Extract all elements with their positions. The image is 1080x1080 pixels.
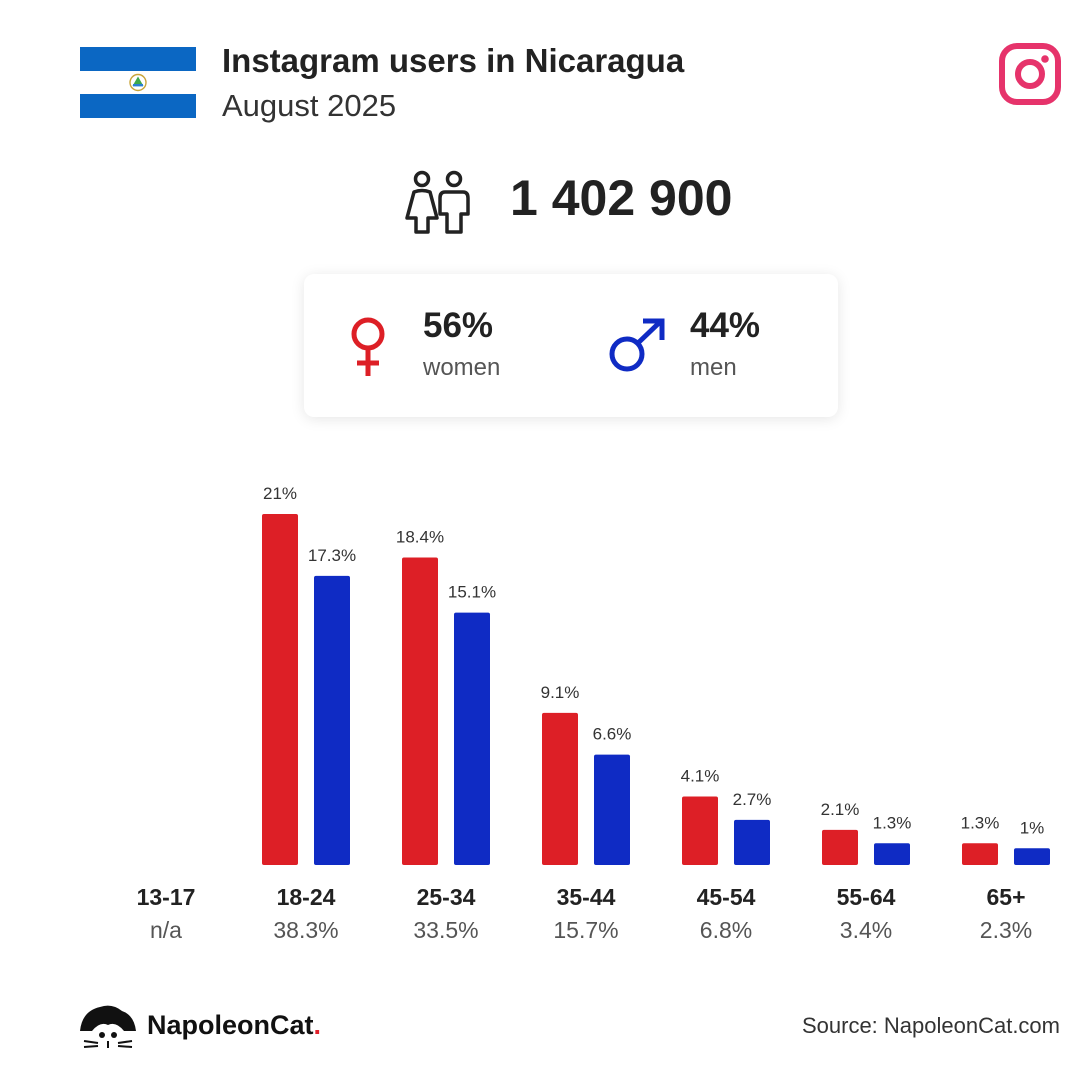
bar-women-25-34 bbox=[402, 557, 438, 865]
category-label: 65+ bbox=[986, 884, 1026, 910]
category-label: 25-34 bbox=[416, 884, 476, 910]
brand-dot: . bbox=[313, 1010, 322, 1040]
instagram-icon bbox=[999, 43, 1061, 105]
bar-value-label: 2.1% bbox=[821, 800, 860, 819]
category-share-label: 38.3% bbox=[273, 917, 339, 943]
age-gender-bar-chart: 21% 17.3% 18.4% 15.1% 9.1% 6.6% 4.1% 2.7% 2.1% 1.… bbox=[262, 484, 1050, 865]
category-share-label: 3.4% bbox=[839, 917, 893, 943]
bar-value-label: 1.3% bbox=[961, 813, 1000, 832]
bar-value-label: 2.7% bbox=[733, 790, 772, 809]
men-percentage: 44% bbox=[690, 306, 761, 345]
category-share-label: n/a bbox=[150, 917, 182, 943]
bar-value-label: 18.4% bbox=[396, 527, 444, 546]
nicaragua-flag-icon bbox=[80, 47, 196, 118]
brand-text: NapoleonCat bbox=[147, 1010, 314, 1040]
bar-women-65+ bbox=[962, 843, 998, 865]
bar-value-label: 21% bbox=[263, 484, 297, 503]
page-title: Instagram users in Nicaragua bbox=[222, 42, 685, 79]
category-share-label: 2.3% bbox=[979, 917, 1033, 943]
male-symbol-icon bbox=[609, 318, 665, 372]
bar-men-55-64 bbox=[874, 843, 910, 865]
bar-men-18-24 bbox=[314, 575, 350, 865]
gender-split-card: 56% women 44% men bbox=[304, 274, 838, 417]
category-share-label: 33.5% bbox=[413, 917, 479, 943]
category-label: 13-17 bbox=[136, 884, 196, 910]
women-label: women bbox=[423, 354, 501, 381]
bar-value-label: 1% bbox=[1020, 818, 1045, 837]
category-label: 45-54 bbox=[696, 884, 756, 910]
bar-men-45-54 bbox=[734, 819, 770, 865]
bar-value-label: 15.1% bbox=[448, 583, 496, 602]
brand-name: NapoleonCat. bbox=[147, 1010, 321, 1041]
bar-women-18-24 bbox=[262, 514, 298, 865]
category-share-label: 6.8% bbox=[699, 917, 753, 943]
page-subtitle: August 2025 bbox=[222, 88, 397, 123]
bar-men-35-44 bbox=[594, 754, 630, 865]
bar-value-label: 6.6% bbox=[593, 725, 632, 744]
female-symbol-icon bbox=[351, 317, 385, 376]
bar-women-55-64 bbox=[822, 829, 858, 865]
bar-value-label: 1.3% bbox=[873, 813, 912, 832]
men-label: men bbox=[690, 354, 737, 381]
bar-value-label: 17.3% bbox=[308, 546, 356, 565]
bar-women-45-54 bbox=[682, 796, 718, 865]
category-share-label: 15.7% bbox=[553, 917, 619, 943]
bar-value-label: 9.1% bbox=[541, 683, 580, 702]
total-users: 1 402 900 bbox=[510, 170, 733, 226]
category-label: 55-64 bbox=[836, 884, 896, 910]
bar-value-label: 4.1% bbox=[681, 766, 720, 785]
women-percentage: 56% bbox=[423, 306, 494, 345]
category-label: 18-24 bbox=[276, 884, 336, 910]
category-label: 35-44 bbox=[556, 884, 616, 910]
source-credit: Source: NapoleonCat.com bbox=[801, 1013, 1060, 1038]
napoleoncat-logo-icon bbox=[80, 1005, 136, 1048]
users-icon bbox=[405, 170, 470, 234]
bar-men-25-34 bbox=[454, 612, 490, 865]
bar-men-65+ bbox=[1014, 848, 1050, 865]
bar-women-35-44 bbox=[542, 712, 578, 865]
